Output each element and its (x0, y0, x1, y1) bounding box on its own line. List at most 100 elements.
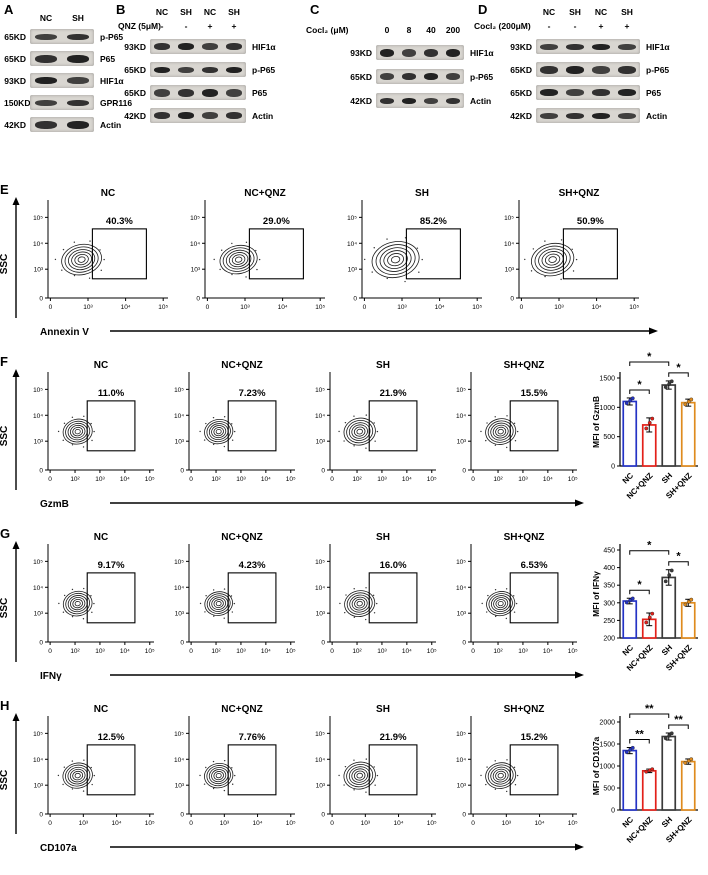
data-point (644, 426, 649, 431)
x-tick-label: 10⁵ (427, 476, 437, 483)
gate-percentage: 7.76% (239, 732, 266, 743)
protein-band (423, 97, 439, 104)
contour-line (204, 762, 234, 789)
scatter-dot (575, 258, 578, 261)
scatter-dot (532, 248, 535, 250)
x-tick-label: 10³ (518, 648, 528, 655)
contour-line (485, 762, 517, 789)
data-point (683, 761, 688, 765)
y-tick-label: 10³ (316, 611, 326, 618)
scatter-dot (494, 788, 497, 790)
x-tick-label: 0 (330, 476, 334, 483)
scatter-dot (89, 240, 91, 242)
protein-band (618, 89, 636, 96)
scatter-dot (487, 594, 489, 597)
significance-bracket (668, 561, 689, 566)
density-contour (481, 588, 518, 620)
significance-label: ** (635, 729, 644, 741)
density-contour (54, 240, 105, 279)
x-tick-label: 10⁴ (121, 304, 131, 311)
scatter-dot (258, 258, 261, 261)
y-tick-label: 1500 (599, 742, 615, 749)
scatter-dot (365, 791, 367, 793)
contour-line (497, 428, 504, 435)
treatment-label: Cocl₂ (200μM) (474, 21, 531, 31)
y-tick-label: 10⁴ (33, 413, 43, 420)
y-tick-label: 10³ (191, 267, 201, 274)
flow-plot: NC 0 10³ 10⁴ 10⁵ 0 10² 10³ 10⁴ 10⁵ 9.17% (33, 532, 155, 655)
y-axis-title: MFI of GzmB (591, 396, 601, 448)
x-tick-label: 0 (48, 476, 52, 483)
plot-title: NC (94, 704, 108, 715)
molecular-weight-marker: 65KD (124, 88, 146, 98)
gate-percentage: 85.2% (420, 216, 447, 227)
contour-line (213, 599, 224, 609)
gate-percentage: 16.0% (380, 560, 407, 571)
molecular-weight-marker: 65KD (4, 32, 26, 42)
scatter-dot (90, 595, 92, 597)
x-tick-label: 10³ (83, 304, 93, 311)
plot-title: SH (376, 360, 390, 371)
blot-strip (150, 85, 246, 100)
y-tick-label: 10⁴ (456, 413, 466, 420)
gate-percentage: 50.9% (577, 216, 604, 227)
scatter-dot (524, 258, 526, 261)
plot-title: NC+QNZ (244, 188, 285, 199)
density-contour (213, 241, 261, 278)
scatter-dot (416, 247, 419, 249)
blot-strip (536, 39, 640, 54)
scatter-dot (514, 440, 517, 442)
scatter-dot (364, 258, 366, 261)
row-axes: SSC CD107a (0, 713, 584, 854)
y-tick-label: 10⁵ (315, 559, 325, 566)
protein-band (35, 120, 57, 129)
significance-label: ** (645, 703, 654, 715)
scatter-dot (62, 248, 65, 251)
protein-band (540, 89, 558, 96)
flow-content-g: SSC IFNγ NC 0 10³ 10⁴ 10⁵ 0 10² 10³ 10⁴ 10⁵ 9.17% NC+… (0, 522, 708, 692)
protein-band (226, 43, 242, 50)
protein-label: GPR116 (100, 98, 133, 108)
contour-line (74, 428, 81, 435)
contour-line (74, 772, 81, 779)
flow-plot: SH 0 10³ 10⁴ 10⁵ 0 10³ 10⁴ 10⁵ 21.9% (315, 704, 437, 827)
x-axis-label: Annexin V (40, 327, 89, 338)
y-tick-label: 1000 (599, 405, 615, 412)
lane-label: NC (542, 7, 556, 17)
contour-line (497, 772, 504, 779)
scatter-dot (54, 258, 57, 261)
protein-band (154, 112, 170, 119)
protein-label: P65 (646, 88, 662, 98)
scatter-dot (57, 774, 60, 777)
y-tick-label: 0 (321, 812, 325, 819)
lane-label: NC (594, 7, 608, 17)
bar (622, 400, 638, 467)
scatter-dot (374, 440, 376, 442)
scatter-dot (71, 760, 74, 762)
x-tick-label: 10² (70, 648, 80, 655)
scatter-dot (203, 783, 206, 785)
panel-letter-e: E (0, 182, 9, 197)
x-tick-label: 10⁵ (568, 648, 578, 655)
x-tick-label: 10³ (236, 476, 246, 483)
x-category-label: SH (660, 815, 674, 829)
scatter-dot (544, 275, 546, 278)
x-tick-label: 10³ (377, 648, 387, 655)
contour-line (487, 420, 514, 443)
data-point (667, 381, 672, 386)
lane-label: NC (39, 13, 53, 23)
y-tick-label: 10⁵ (33, 387, 43, 394)
y-axis-arrowhead (12, 541, 20, 549)
x-tick-label: 10⁵ (145, 820, 155, 827)
y-tick-label: 10⁴ (456, 757, 466, 764)
contour-line (206, 421, 231, 443)
protein-band (154, 66, 170, 73)
panel-a-western-blot: A NC SH 65KD p-P65 65KD P65 93KD HIF1α 150KD GPR1… (4, 2, 132, 157)
data-point (683, 402, 688, 407)
scatter-dot (365, 447, 367, 449)
contour-line (346, 592, 373, 615)
protein-label: p-P65 (646, 65, 670, 75)
scatter-dot (571, 248, 573, 250)
molecular-weight-marker: 93KD (350, 48, 372, 58)
protein-band (401, 97, 417, 104)
